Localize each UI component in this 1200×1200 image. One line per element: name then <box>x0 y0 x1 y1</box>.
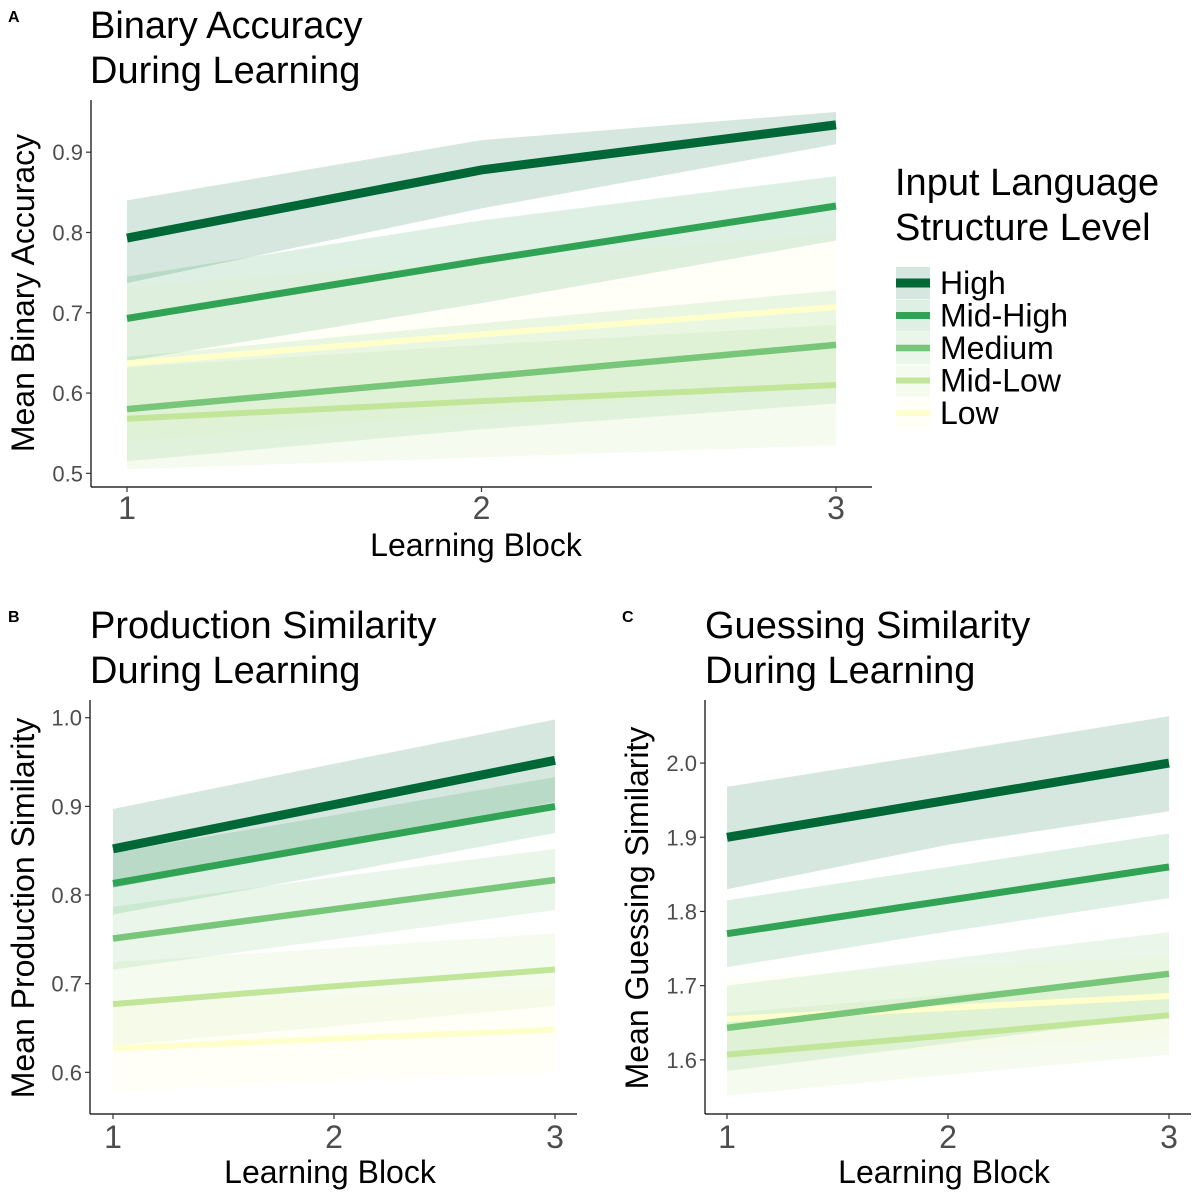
y-tick-label: 2.0 <box>666 751 697 776</box>
y-tick-label: 0.9 <box>51 794 82 819</box>
legend-entry-medium: Medium <box>896 330 1054 366</box>
y-axis-title: Mean Guessing Similarity <box>619 727 655 1090</box>
y-tick-label: 1.6 <box>666 1048 697 1073</box>
panel-production-similarity: B Production Similarity During Learning … <box>5 605 577 1190</box>
chart-title-line2: During Learning <box>705 650 975 692</box>
y-axis-title: Mean Binary Accuracy <box>5 134 41 452</box>
legend-label: High <box>940 265 1006 301</box>
panel-label: A <box>8 9 20 26</box>
series-line-low <box>126 304 837 367</box>
plot-area <box>726 716 1170 1096</box>
x-ticks: 1 2 3 <box>104 1114 564 1155</box>
x-tick-label: 2 <box>939 1119 957 1155</box>
series-line-mid-high <box>726 863 1170 938</box>
chart-title-line1: Binary Accuracy <box>90 5 362 47</box>
ci-band-high <box>127 112 836 284</box>
y-tick-label: 1.0 <box>51 706 82 731</box>
x-tick-label: 3 <box>546 1119 564 1155</box>
chart-title-line2: During Learning <box>90 650 360 692</box>
chart-title-line1: Guessing Similarity <box>705 605 1030 647</box>
series-line-medium <box>726 970 1170 1032</box>
y-tick-label: 0.8 <box>51 883 82 908</box>
plot-area <box>126 112 837 470</box>
x-ticks: 1 2 3 <box>718 1114 1178 1155</box>
ci-band-low <box>127 234 836 442</box>
series-line-mid-high <box>126 202 837 322</box>
y-tick-label: 0.7 <box>51 972 82 997</box>
x-axis-title: Learning Block <box>838 1154 1051 1190</box>
series-line-medium <box>126 341 837 413</box>
series-line-low <box>726 993 1170 1022</box>
y-tick-label: 0.6 <box>52 381 83 406</box>
legend-entry-high: High <box>896 265 1006 301</box>
y-tick-label: 1.9 <box>666 825 697 850</box>
series-line-low <box>112 1026 556 1052</box>
legend-label: Mid-Low <box>940 363 1062 399</box>
legend-label: Low <box>940 395 1000 431</box>
x-ticks: 1 2 3 <box>118 487 845 526</box>
legend-title-line1: Input Language <box>895 162 1159 204</box>
series-line-high <box>726 758 1170 842</box>
chart-title-line1: Production Similarity <box>90 605 436 647</box>
y-tick-label: 0.9 <box>52 140 83 165</box>
x-axis-title: Learning Block <box>370 527 583 563</box>
series-line-mid-low <box>112 966 556 1008</box>
series-line-mid-high <box>112 802 556 887</box>
panel-label: C <box>622 609 634 626</box>
y-ticks: 0.6 0.7 0.8 0.9 1.0 <box>51 706 90 1085</box>
x-tick-label: 3 <box>827 490 845 526</box>
x-axis-title: Learning Block <box>224 1154 437 1190</box>
y-axis-title: Mean Production Similarity <box>5 718 41 1099</box>
y-tick-label: 0.6 <box>51 1060 82 1085</box>
y-tick-label: 0.8 <box>52 220 83 245</box>
x-tick-label: 3 <box>1160 1119 1178 1155</box>
series-line-high <box>112 755 556 854</box>
y-tick-label: 1.8 <box>666 899 697 924</box>
x-tick-label: 1 <box>718 1119 736 1155</box>
series-line-medium <box>112 876 556 942</box>
x-tick-label: 1 <box>118 490 136 526</box>
series-line-high <box>126 120 837 243</box>
x-tick-label: 1 <box>104 1119 122 1155</box>
legend-entry-mid-low: Mid-Low <box>896 363 1062 399</box>
legend-entry-mid-high: Mid-High <box>896 298 1068 334</box>
panel-guessing-similarity: C Guessing Similarity During Learning 1.… <box>619 605 1191 1190</box>
y-ticks: 1.6 1.7 1.8 1.9 2.0 <box>666 751 705 1073</box>
legend: Input Language Structure Level HighMid-H… <box>895 162 1159 431</box>
y-tick-label: 0.5 <box>52 461 83 486</box>
legend-title-line2: Structure Level <box>895 207 1151 249</box>
x-tick-label: 2 <box>473 490 491 526</box>
legend-label: Mid-High <box>940 298 1068 334</box>
y-tick-label: 1.7 <box>666 974 697 999</box>
ci-band-mid-high <box>127 176 836 361</box>
series-line-mid-low <box>126 382 837 422</box>
panel-label: B <box>8 609 20 626</box>
legend-label: Medium <box>940 330 1054 366</box>
panel-binary-accuracy: A Binary Accuracy During Learning 0.5 0.6… <box>5 5 872 563</box>
ci-band-mid-low <box>113 933 555 1046</box>
chart-title-line2: During Learning <box>90 50 360 92</box>
y-tick-label: 0.7 <box>52 301 83 326</box>
x-tick-label: 2 <box>325 1119 343 1155</box>
series-line-mid-low <box>726 1012 1170 1058</box>
plot-area <box>112 719 556 1092</box>
legend-entry-low: Low <box>896 395 1000 431</box>
y-ticks: 0.5 0.6 0.7 0.8 0.9 <box>52 140 91 486</box>
